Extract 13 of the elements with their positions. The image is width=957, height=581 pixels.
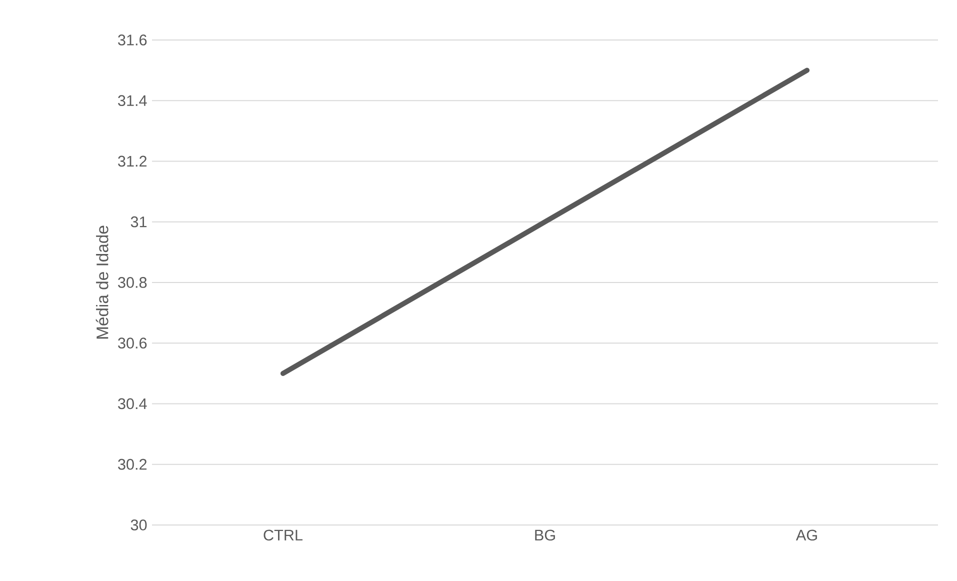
y-tick-label: 31.2 bbox=[118, 156, 147, 167]
y-tick-label: 30.2 bbox=[118, 458, 147, 470]
y-tick-label: 31.4 bbox=[118, 95, 147, 106]
x-tick-label: BG bbox=[535, 530, 555, 541]
x-tick-label: AG bbox=[796, 530, 817, 541]
y-tick-label: 31.6 bbox=[118, 34, 147, 46]
x-tick-label: CTRL bbox=[264, 530, 303, 541]
y-tick-label: 31 bbox=[130, 216, 147, 228]
y-tick-label: 30.4 bbox=[118, 398, 147, 410]
y-tick-label: 30 bbox=[130, 520, 147, 530]
y-tick-label: 30.8 bbox=[118, 277, 147, 288]
y-tick-label: 30.6 bbox=[118, 338, 147, 349]
y-axis-title: Média de Idade bbox=[96, 226, 108, 339]
